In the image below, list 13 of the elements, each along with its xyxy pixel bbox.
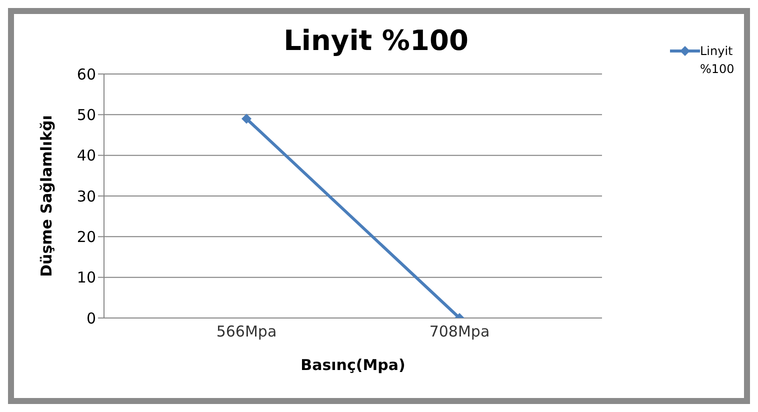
y-tick-label: 10 xyxy=(76,268,96,287)
y-tick-label: 40 xyxy=(76,146,96,165)
y-tick-label: 60 xyxy=(76,65,96,84)
y-tick-label: 30 xyxy=(76,187,96,206)
y-tick-label: 20 xyxy=(76,228,96,246)
legend-label: Linyit %100 xyxy=(700,43,736,78)
x-axis-title: Basınç(Mpa) xyxy=(300,356,406,374)
chart-title: Linyit %100 xyxy=(284,24,468,57)
y-tick-label: 50 xyxy=(76,106,96,124)
y-axis-title: Düşme Sağlamlıkğı xyxy=(37,115,56,277)
y-tick-label: 0 xyxy=(86,309,96,328)
x-tick-label: 708Mpa xyxy=(429,322,490,341)
x-tick-label: 566Mpa xyxy=(216,322,277,341)
